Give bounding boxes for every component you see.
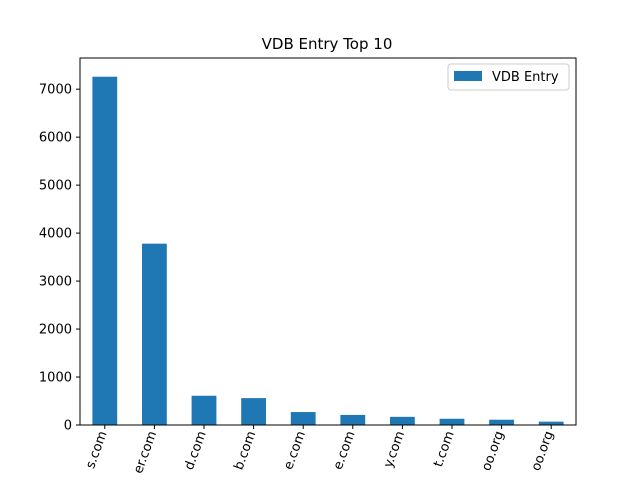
y-axis: 0 1000 2000 3000 4000 5000 6000 7000 — [39, 83, 80, 434]
bar-5 — [290, 412, 316, 425]
y-tick-label: 0 — [64, 419, 72, 434]
x-tick-label: s.com — [83, 429, 110, 470]
legend-box — [447, 63, 570, 91]
bar-6 — [340, 414, 366, 425]
bar-9 — [489, 419, 514, 425]
bar-7 — [390, 416, 415, 425]
y-tick-label: 3000 — [39, 275, 72, 290]
bar-3 — [191, 395, 217, 425]
bar-4 — [241, 398, 266, 425]
y-tick-label: 1000 — [39, 371, 72, 386]
x-tick-label: e.com — [281, 429, 309, 472]
bar-8 — [439, 418, 465, 425]
x-tick-label: oo.org — [479, 429, 507, 473]
x-tick-label: er.com — [131, 429, 160, 476]
bar-1 — [92, 76, 118, 426]
x-tick-label: y.com — [381, 429, 408, 470]
legend-label: VDB Entry — [492, 70, 559, 85]
bar-10 — [538, 421, 564, 425]
y-tick-label: 2000 — [39, 323, 72, 338]
x-tick-label: e.com — [331, 429, 359, 472]
plot-frame — [79, 57, 577, 426]
chart-title: VDB Entry Top 10 — [262, 35, 393, 53]
x-tick-label: t.com — [431, 429, 458, 469]
y-tick-label: 6000 — [39, 131, 72, 146]
x-tick-label: b.com — [232, 429, 260, 472]
y-tick-label: 7000 — [39, 83, 72, 98]
x-tick-label: d.com — [182, 429, 210, 472]
x-axis: s.com er.com d.com b.com e.com e.com y.com t.co… — [83, 425, 557, 476]
x-tick-label: oo.org — [529, 429, 557, 473]
legend: VDB Entry — [447, 63, 570, 91]
y-tick-label: 5000 — [39, 179, 72, 194]
legend-swatch — [454, 71, 482, 81]
bars-layer — [92, 76, 564, 426]
y-tick-label: 4000 — [39, 227, 72, 242]
bar-2 — [142, 243, 167, 425]
